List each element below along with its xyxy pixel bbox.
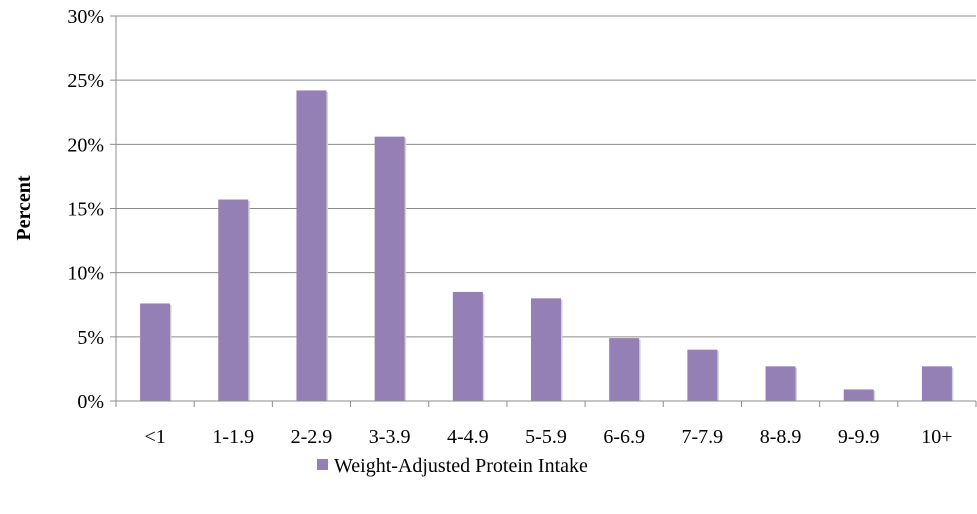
x-tick-label: 10+ xyxy=(921,426,952,448)
x-tick-label: 8-8.9 xyxy=(760,426,802,448)
y-tick-labels: 0% 5% 10% 15% 20% 25% 30% xyxy=(67,6,104,413)
x-tick-label: 3-3.9 xyxy=(369,426,411,448)
x-tick-label: <1 xyxy=(144,426,165,448)
bar xyxy=(218,199,249,401)
gridlines xyxy=(110,15,976,402)
y-tick-label: 15% xyxy=(67,199,104,221)
bar xyxy=(687,349,718,401)
bar xyxy=(374,136,405,401)
y-tick-label: 20% xyxy=(67,134,104,156)
bar xyxy=(452,291,483,401)
y-tick-label: 30% xyxy=(67,6,104,28)
axes xyxy=(115,16,977,407)
legend: Weight-Adjusted Protein Intake xyxy=(317,455,588,477)
bars xyxy=(140,90,954,401)
y-axis-title: Percent xyxy=(13,175,35,240)
y-tick-label: 10% xyxy=(67,263,104,285)
bar xyxy=(531,298,561,401)
x-tick-labels: <1 1-1.9 2-2.9 3-3.9 4-4.9 5-5.9 6-6.9 7-7.9 8-8… xyxy=(144,426,952,448)
bar xyxy=(843,389,874,401)
bar xyxy=(765,366,796,401)
y-tick-label: 25% xyxy=(67,70,104,92)
bar xyxy=(296,90,327,401)
bar xyxy=(609,338,640,401)
legend-label: Weight-Adjusted Protein Intake xyxy=(334,455,588,477)
x-tick-label: 4-4.9 xyxy=(447,426,489,448)
x-tick-label: 7-7.9 xyxy=(682,426,724,448)
x-tick-label: 2-2.9 xyxy=(291,426,333,448)
bar xyxy=(140,303,171,401)
x-tick-label: 1-1.9 xyxy=(212,426,254,448)
x-tick-label: 5-5.9 xyxy=(525,426,567,448)
y-tick-label: 0% xyxy=(77,391,104,413)
bar xyxy=(921,366,952,401)
y-tick-label: 5% xyxy=(77,327,104,349)
legend-swatch xyxy=(317,459,328,470)
x-tick-label: 6-6.9 xyxy=(603,426,645,448)
x-tick-label: 9-9.9 xyxy=(838,426,880,448)
